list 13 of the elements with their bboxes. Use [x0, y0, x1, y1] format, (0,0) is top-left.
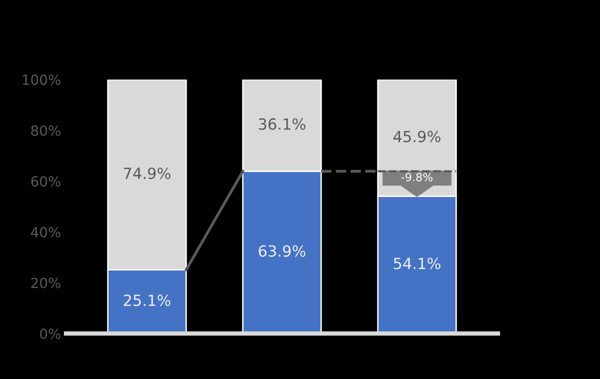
data-label: 36.1% [258, 118, 306, 130]
y-tick-label: 80% [31, 125, 60, 136]
y-tick-label: 60% [31, 176, 60, 187]
data-label: 25.1% [124, 294, 170, 306]
data-label: 54.1% [394, 258, 440, 270]
annotation: -9.8% [401, 172, 433, 182]
y-tick-label: 20% [31, 278, 60, 288]
data-label: 63.9% [258, 245, 306, 257]
data-label: 74.9% [124, 168, 170, 180]
data-label: 45.9% [393, 130, 440, 142]
y-tick-label: 40% [30, 226, 60, 238]
y-tick-label: 0% [40, 328, 60, 339]
y-tick-label: 100% [22, 74, 60, 86]
